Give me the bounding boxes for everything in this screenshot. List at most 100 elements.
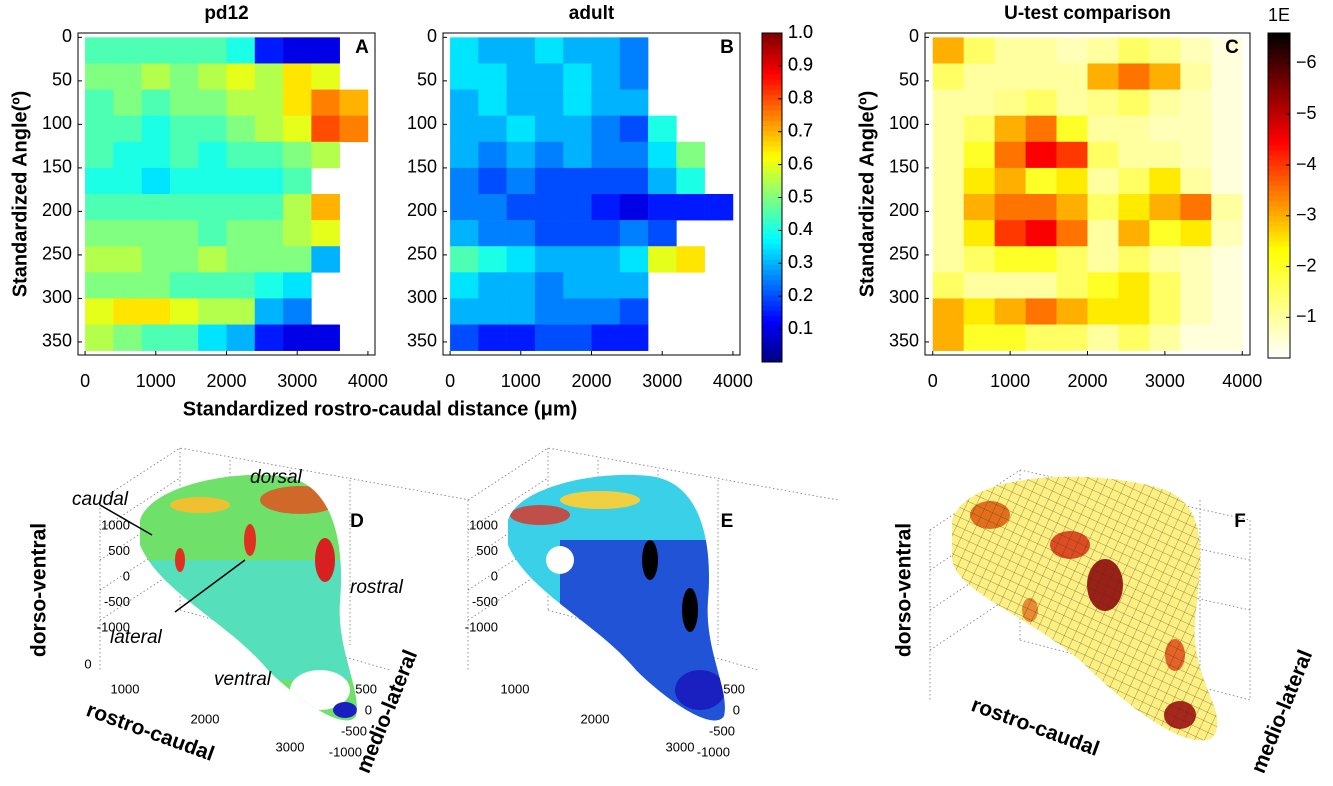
x-tick-label: 2000 [191,711,220,726]
colorbar-step [762,243,782,250]
x-tick-label: 3000 [276,739,305,754]
x-tick-label: 1000 [501,371,541,391]
heat-cell [85,272,114,299]
z-tick-label: -1000 [97,619,130,634]
heat-cell [534,324,564,351]
heat-cell [113,246,142,273]
heat-cell [994,194,1026,221]
heat-cell [963,141,995,169]
colorbar-step [1268,38,1290,44]
y-tick-label: 200 [407,200,437,220]
heat-cell [1118,194,1150,221]
colorbar-step [762,110,782,116]
heat-cell [198,246,227,273]
heat-cell [198,63,227,90]
heat-cell [1025,63,1057,90]
heat-cell [619,272,649,299]
heat-cell [141,89,171,116]
heat-cell [1087,324,1119,351]
colorbar-step [1268,215,1290,222]
heat-cell [450,167,479,195]
colorbar-tick-label: −6 [1296,52,1317,72]
heat-cell [534,89,564,116]
heat-cell [169,37,199,64]
heat-cell [254,141,284,169]
heat-cell [1056,115,1088,143]
y-tick-label: 350 [889,331,919,351]
heat-cell [198,167,227,195]
z-tick-label: 500 [476,543,498,558]
colorbar-step [762,295,782,301]
y-tick-label: 200 [42,200,72,220]
z-axis-label: dorso-ventral [893,523,916,657]
heat-cell [932,298,964,325]
heat-cell [478,37,507,64]
colorbar-step [1268,342,1290,349]
heat-cell [226,324,256,351]
heat-cell [1118,272,1150,299]
colorbar-step [762,89,782,96]
heat-cell [169,298,199,325]
colorbar-step [1268,241,1290,247]
colorbar-step [1268,195,1290,202]
heat-cell [1211,115,1243,143]
heat-cell [1149,272,1181,299]
z-axis-label: dorso-ventral [28,523,51,657]
chart-title: pd12 [204,3,248,24]
colorbar-step [762,63,782,70]
colorbar-tick-label: 0.1 [788,318,813,338]
heat-cell [932,89,964,116]
x-tick-label: 1000 [111,681,140,696]
y-tick-label: 50 [52,70,72,90]
colorbar-step [762,166,782,173]
heat-cell [141,141,171,169]
heat-cell [283,298,312,325]
x-tick-label: 2000 [1067,371,1107,391]
z-tick-label: -1000 [465,619,498,634]
heat-cell [1056,220,1088,247]
heat-cell [506,141,536,169]
heat-cell [963,167,995,195]
colorbar-frame [1267,32,1291,359]
heat-cell [113,220,142,247]
heat-cell [932,324,964,351]
annotation: lateral [110,627,163,648]
heat-cell [648,220,677,247]
colorbar-step [762,94,782,101]
heat-cell [619,37,649,64]
heat-cell [506,220,536,247]
heat-cell [85,141,114,169]
heat-cell [1211,63,1243,90]
colorbar-step [762,269,782,276]
heat-cell [339,115,369,143]
colorbar-tick-label: 0.5 [788,186,813,206]
z-tick-label: -500 [104,594,130,609]
heat-cell [85,37,114,64]
colorbar-tick-label: 0.6 [788,153,813,173]
colorbar-step [762,125,782,132]
colorbar-tick-label: 0.5 [788,186,813,206]
heat-cell [963,194,995,221]
colorbar-step [762,351,782,358]
heat-cell [169,89,199,116]
colorbar-step [1268,58,1290,64]
heat-cell [226,194,256,221]
colorbar-step [762,38,782,44]
colorbar-step [1268,78,1290,85]
colorbar-step [762,254,782,260]
colorbar-step [762,115,782,121]
heat-cell [283,220,312,247]
heat-cell [198,272,227,299]
colorbar-step [1268,231,1290,237]
heat-cell [1118,246,1150,273]
heat-cell [932,194,964,221]
y-tick-label: 50 [417,70,437,90]
heat-cell [113,37,142,64]
heat-cell [1056,141,1088,169]
heat-cell [113,141,142,169]
heat-cell [1180,89,1212,116]
heat-cell [591,63,621,90]
heat-cell [1149,115,1181,143]
colorbar-step [762,33,782,39]
colorbar-tick-label: −3 [1296,205,1317,225]
